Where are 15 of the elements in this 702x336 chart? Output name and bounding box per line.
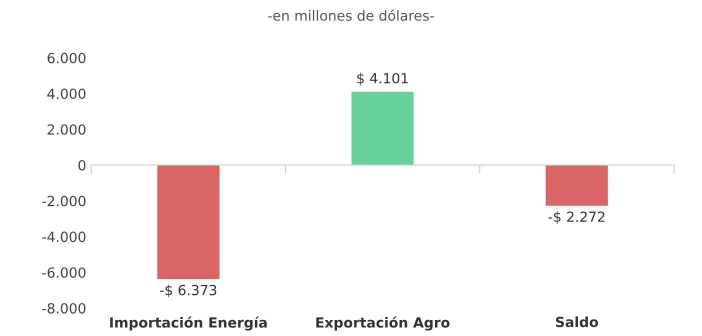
y-tick-label: 4.000	[47, 88, 86, 100]
y-tick-label: -6.000	[42, 267, 86, 278]
y-tick-label: -4.000	[42, 232, 86, 242]
data-label: $ 4.101	[357, 72, 408, 86]
data-label: -$ 2.272	[548, 211, 604, 224]
y-tick-label: 6.000	[48, 52, 86, 64]
y-tick-label: 0	[78, 160, 86, 171]
x-tick-label: Saldo	[556, 316, 598, 328]
x-tick-label: Exportación Agro	[316, 316, 450, 331]
y-tick-label: -2.000	[42, 196, 86, 206]
x-tick-label: Importación Energía	[110, 316, 267, 331]
y-tick-label: 2.000	[48, 124, 86, 135]
data-label: -$ 6.373	[160, 284, 216, 298]
y-tick-label: -8.000	[42, 303, 86, 314]
chart-subtitle: -en millones de dólares-	[268, 10, 434, 21]
